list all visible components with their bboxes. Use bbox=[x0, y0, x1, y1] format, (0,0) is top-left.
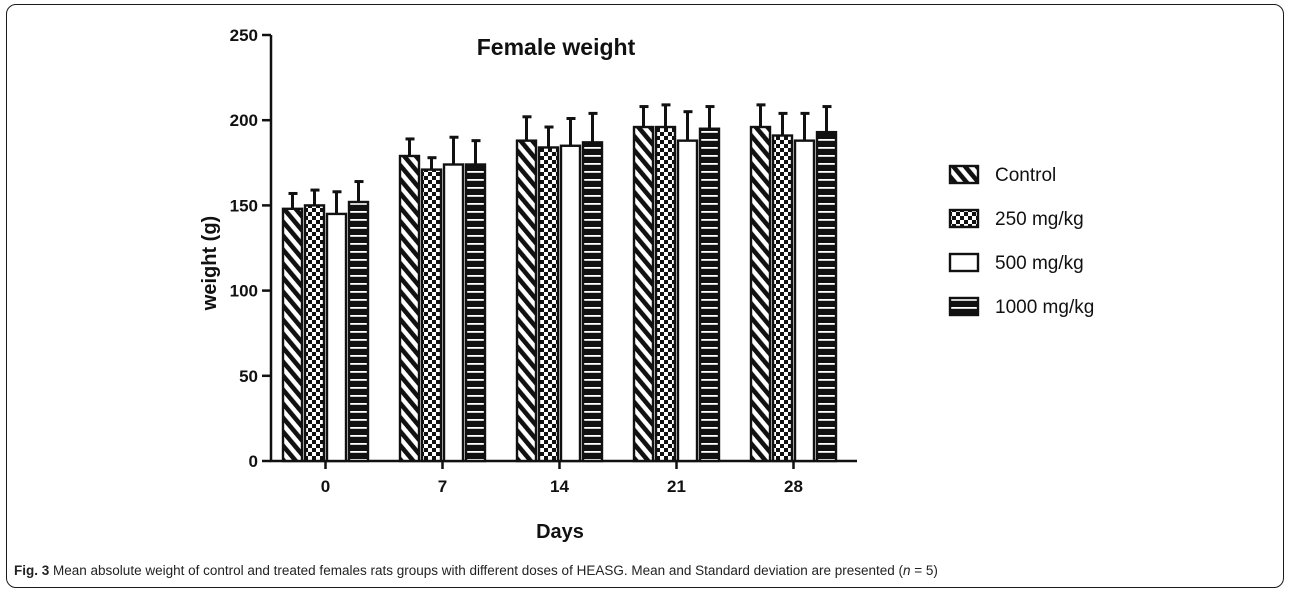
bar bbox=[815, 130, 838, 463]
legend-swatch bbox=[948, 208, 980, 229]
legend-label: 500 mg/kg bbox=[995, 253, 1084, 274]
x-ticks: 0 7 14 21 28 bbox=[321, 461, 803, 496]
y-tick-label: 100 bbox=[230, 282, 258, 301]
bar bbox=[698, 127, 721, 463]
bar bbox=[654, 125, 677, 463]
y-tick-label: 150 bbox=[230, 196, 258, 215]
x-tick-label: 21 bbox=[667, 477, 686, 496]
bar bbox=[559, 144, 582, 463]
legend-label: 250 mg/kg bbox=[995, 209, 1084, 230]
caption-n-symbol: n bbox=[903, 563, 911, 578]
bar bbox=[632, 125, 655, 463]
bar bbox=[464, 163, 487, 463]
x-tick-label: 7 bbox=[438, 477, 447, 496]
y-tick-label: 50 bbox=[239, 367, 258, 386]
bars bbox=[281, 103, 838, 463]
bar bbox=[442, 163, 465, 463]
y-tick-label: 200 bbox=[230, 111, 258, 130]
caption-text-end: = 5) bbox=[910, 563, 938, 578]
bar bbox=[537, 146, 560, 463]
y-tick-label: 0 bbox=[249, 452, 258, 471]
y-axis-label: weight (g) bbox=[199, 216, 221, 311]
bar bbox=[793, 139, 816, 463]
legend-swatch bbox=[948, 296, 980, 317]
x-tick-label: 14 bbox=[550, 477, 569, 496]
x-tick-label: 28 bbox=[784, 477, 803, 496]
figure-label: Fig. 3 bbox=[14, 563, 50, 578]
figure-caption: Fig. 3 Mean absolute weight of control a… bbox=[14, 563, 1276, 578]
caption-text: Mean absolute weight of control and trea… bbox=[49, 563, 904, 578]
y-tick-label: 250 bbox=[230, 26, 258, 45]
bar bbox=[771, 134, 794, 463]
bar bbox=[281, 207, 304, 463]
bar bbox=[581, 141, 604, 463]
bar bbox=[515, 139, 538, 463]
bar bbox=[749, 125, 772, 463]
legend-swatch bbox=[948, 164, 980, 185]
bar bbox=[347, 200, 370, 463]
bar bbox=[398, 154, 421, 463]
y-ticks: 0 50 100 150 200 250 bbox=[230, 26, 271, 471]
bar bbox=[325, 212, 348, 463]
legend-label: Control bbox=[995, 165, 1056, 186]
legend: Control 250 mg/kg 500 mg/kg 1000 mg/kg bbox=[948, 164, 1094, 318]
x-axis-label: Days bbox=[536, 521, 584, 543]
legend-label: 1000 mg/kg bbox=[995, 297, 1094, 318]
chart-title: Female weight bbox=[477, 34, 636, 60]
bar bbox=[676, 139, 699, 463]
legend-swatch bbox=[948, 252, 980, 273]
x-tick-label: 0 bbox=[321, 477, 330, 496]
bar bbox=[303, 204, 326, 463]
bar bbox=[420, 168, 443, 463]
